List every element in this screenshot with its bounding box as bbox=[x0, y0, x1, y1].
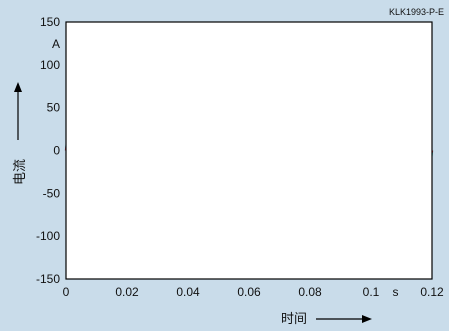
x-unit-label: s bbox=[393, 285, 399, 299]
x-axis-arrowhead bbox=[362, 315, 372, 323]
y-tick-label: 150 bbox=[40, 15, 60, 29]
y-tick-label: -100 bbox=[36, 229, 60, 243]
figure-id: KLK1993-P-E bbox=[389, 7, 444, 17]
x-tick-label: 0.12 bbox=[420, 285, 444, 299]
y-tick-label: 0 bbox=[53, 144, 60, 158]
x-tick-label: 0.02 bbox=[115, 285, 139, 299]
y-tick-label: -50 bbox=[43, 186, 61, 200]
x-tick-label: 0.1 bbox=[363, 285, 380, 299]
y-axis-ticks: 150 100 50 0 -50 -100 -150 A bbox=[36, 15, 60, 286]
x-tick-label: 0 bbox=[63, 285, 70, 299]
x-tick-label: 0.04 bbox=[176, 285, 200, 299]
x-axis-ticks: 0 0.02 0.04 0.06 0.08 0.1 0.12 s bbox=[63, 285, 444, 299]
y-axis-arrowhead bbox=[14, 82, 22, 92]
plot-area bbox=[65, 21, 433, 280]
y-axis-title: 电流 bbox=[13, 159, 28, 185]
y-unit-label: A bbox=[52, 37, 60, 51]
x-tick-label: 0.06 bbox=[237, 285, 261, 299]
y-tick-label: 100 bbox=[40, 58, 60, 72]
x-tick-label: 0.08 bbox=[298, 285, 322, 299]
x-axis-title: 时间 bbox=[281, 312, 307, 327]
y-tick-label: 50 bbox=[47, 101, 61, 115]
y-tick-label: -150 bbox=[36, 272, 60, 286]
